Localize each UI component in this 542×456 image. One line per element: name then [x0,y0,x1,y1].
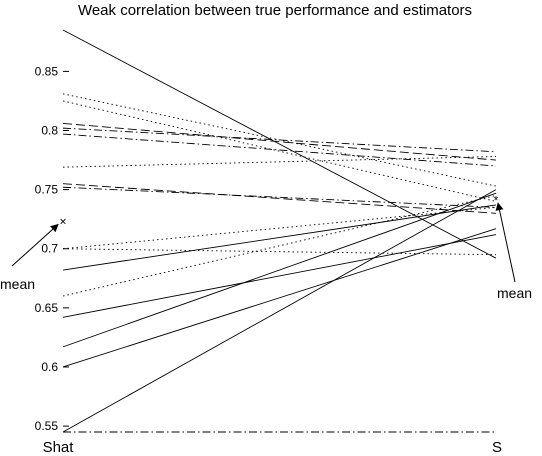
series-line [62,183,497,214]
x-axis: Shat S [43,439,502,456]
y-tick-label: 0.55 [35,419,59,433]
x-category-label: Shat [43,439,75,456]
series-line [62,248,497,256]
series-lines [62,29,497,433]
y-tick-label: 0.75 [35,183,59,197]
annotation-arrow [11,223,59,267]
mean-marker: × [59,215,66,229]
chart-title: Weak correlation between true performanc… [78,2,472,19]
y-axis: 0.55 0.6 0.65 0.7 0.75 0.8 0.85 [35,64,69,433]
y-tick-label: 0.85 [35,64,59,78]
series-line [62,100,497,202]
series-line [62,29,497,259]
series-line [62,93,497,187]
series-line [62,189,497,433]
series-line [62,133,497,167]
y-tick-label: 0.65 [35,301,59,315]
series-line [62,122,497,161]
series-line [62,234,497,318]
series-line [62,195,497,297]
series-line [62,228,497,368]
series-line [62,156,497,168]
x-category-label: S [492,439,502,456]
series-line [62,192,497,348]
series-line [62,204,497,271]
y-tick-label: 0.6 [41,360,58,374]
series-line [62,186,497,208]
series-line [62,206,497,250]
y-tick-label: 0.8 [41,124,58,138]
mean-markers: ×* [59,193,498,228]
y-tick-label: 0.7 [41,242,58,256]
mean-marker: * [494,193,499,207]
annotations: mean mean [0,202,532,301]
annotation-label: mean [497,285,532,301]
series-line [62,127,497,153]
annotation-arrow [495,202,516,283]
annotation-label: mean [0,276,35,292]
